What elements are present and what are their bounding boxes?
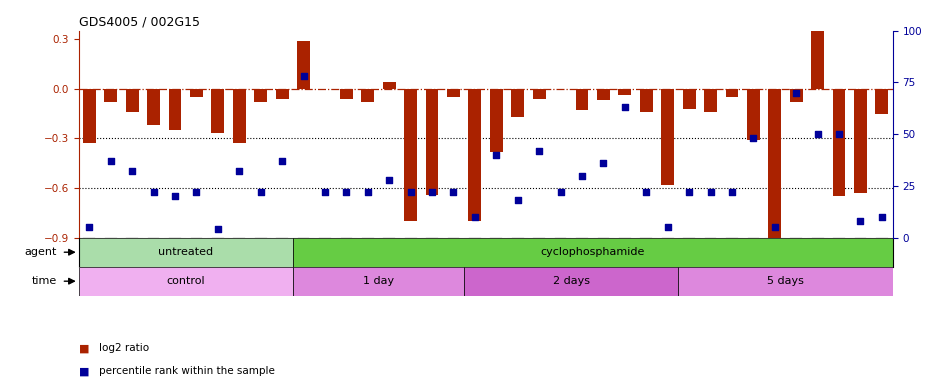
Point [874, 214, 889, 220]
Text: cyclophosphamide: cyclophosphamide [540, 247, 645, 257]
Text: log2 ratio: log2 ratio [99, 343, 149, 353]
Text: percentile rank within the sample: percentile rank within the sample [99, 366, 275, 376]
Bar [854, 89, 867, 193]
Point [339, 189, 353, 195]
Bar [362, 89, 375, 102]
Text: untreated: untreated [158, 247, 214, 257]
Point [789, 90, 804, 96]
Bar [426, 89, 438, 195]
Point [682, 189, 697, 195]
Bar [575, 89, 588, 110]
Bar [597, 89, 610, 100]
Text: 1 day: 1 day [363, 276, 394, 286]
Bar [276, 89, 289, 99]
Point [596, 160, 611, 166]
Point [446, 189, 461, 195]
Bar [168, 89, 181, 130]
Bar [832, 89, 845, 196]
Point [810, 131, 825, 137]
Point [832, 131, 846, 137]
Bar [105, 89, 117, 102]
FancyBboxPatch shape [678, 267, 893, 296]
Text: control: control [166, 276, 205, 286]
FancyBboxPatch shape [79, 267, 293, 296]
Bar [404, 89, 417, 221]
Bar [640, 89, 653, 112]
Point [253, 189, 268, 195]
Point [125, 169, 140, 175]
Point [296, 73, 311, 79]
Point [317, 189, 332, 195]
Bar [126, 89, 139, 112]
Point [618, 104, 633, 110]
Bar [512, 89, 524, 117]
Bar [297, 41, 310, 89]
Bar [875, 89, 888, 114]
Bar [790, 89, 803, 102]
Point [467, 214, 482, 220]
FancyBboxPatch shape [293, 267, 464, 296]
Text: time: time [32, 276, 57, 286]
Bar [254, 89, 267, 102]
Text: GDS4005 / 002G15: GDS4005 / 002G15 [79, 15, 200, 28]
Point [82, 224, 97, 230]
Point [853, 218, 868, 224]
Bar [383, 82, 396, 89]
FancyBboxPatch shape [293, 238, 893, 267]
Point [104, 158, 118, 164]
Point [189, 189, 204, 195]
Bar [811, 0, 824, 89]
Point [211, 226, 226, 232]
Text: ■: ■ [79, 366, 89, 376]
Point [361, 189, 376, 195]
Point [275, 158, 290, 164]
Point [768, 224, 783, 230]
FancyBboxPatch shape [464, 267, 678, 296]
Point [746, 135, 760, 141]
Text: 2 days: 2 days [553, 276, 590, 286]
Point [489, 152, 504, 158]
Bar [83, 89, 96, 143]
Bar [619, 89, 631, 95]
Point [703, 189, 718, 195]
Point [232, 169, 247, 175]
Bar [233, 89, 246, 143]
Bar [661, 89, 674, 185]
Bar [447, 89, 460, 97]
Bar [490, 89, 503, 152]
Text: 5 days: 5 days [767, 276, 804, 286]
Bar [769, 89, 782, 246]
Point [660, 224, 675, 230]
Text: agent: agent [25, 247, 57, 257]
Bar [212, 89, 224, 133]
Point [574, 172, 589, 179]
Point [532, 148, 547, 154]
Point [639, 189, 654, 195]
Bar [704, 89, 717, 112]
Bar [683, 89, 696, 109]
Point [403, 189, 418, 195]
Bar [747, 89, 759, 140]
Point [425, 189, 439, 195]
Text: ■: ■ [79, 343, 89, 353]
Bar [190, 89, 203, 97]
Point [382, 177, 397, 183]
Bar [533, 89, 546, 99]
Bar [468, 89, 481, 221]
Point [511, 197, 525, 204]
Point [146, 189, 161, 195]
FancyBboxPatch shape [79, 238, 293, 267]
Point [724, 189, 739, 195]
Bar [147, 89, 160, 125]
Point [167, 193, 182, 199]
Bar [725, 89, 738, 97]
Point [553, 189, 568, 195]
Bar [340, 89, 352, 99]
